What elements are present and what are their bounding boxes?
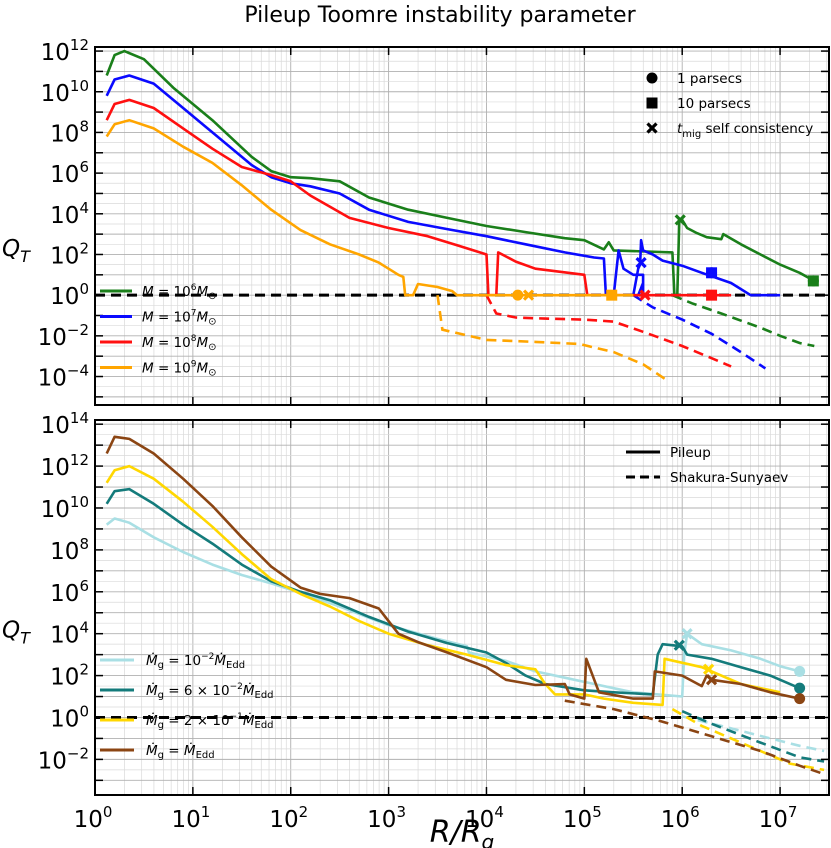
legend-label-circle: 1 parsecs bbox=[677, 71, 742, 87]
legend-label-teal: Ṁg = 6 × 10−2ṀEdd bbox=[146, 681, 274, 701]
legend-label-brown: Ṁg = ṀEdd bbox=[146, 741, 215, 761]
y-tick-label: 10−2 bbox=[38, 744, 89, 774]
series-ss-line-3 bbox=[564, 699, 825, 776]
legend-marker-circle bbox=[646, 72, 658, 84]
series-ss-line-2 bbox=[485, 294, 732, 368]
y-axis-label: QT bbox=[2, 236, 31, 266]
series-pileup-line-2 bbox=[105, 464, 781, 707]
legend-label-blue: M = 107M⊙ bbox=[142, 309, 217, 328]
series-ss-line-0 bbox=[671, 293, 815, 348]
x-tick-label: 106 bbox=[661, 803, 700, 833]
legend-marker-x bbox=[646, 122, 658, 134]
marker-x-0-0 bbox=[674, 214, 686, 226]
marker-square-2-1 bbox=[706, 289, 718, 301]
bottom-panel: 10−2 100 102 104 106 108 1010 1012 1014 QT 100 101 1… bbox=[2, 409, 830, 848]
y-tick-label: 100 bbox=[50, 280, 89, 310]
marker-x-2-0 bbox=[702, 663, 715, 675]
series-pileup-line-2 bbox=[105, 98, 732, 297]
legend-label-orange: M = 109M⊙ bbox=[142, 360, 217, 379]
legend-label-x: tmig self consistency bbox=[677, 121, 813, 140]
legend-label-yellow: Ṁg = 2 × 10−1ṀEdd bbox=[146, 711, 274, 731]
legend-label-square: 10 parsecs bbox=[677, 96, 751, 112]
y-tick-label: 100 bbox=[50, 702, 89, 732]
x-tick-label: 100 bbox=[74, 803, 113, 833]
y-axis-label: QT bbox=[2, 618, 31, 648]
y-tick-label: 1012 bbox=[41, 36, 89, 66]
y-tick-label: 108 bbox=[50, 535, 89, 565]
chart-title: Pileup Toomre instability parameter bbox=[244, 3, 636, 28]
marker-circle-3-1 bbox=[794, 693, 806, 705]
marker-square-3-2 bbox=[606, 289, 618, 301]
series-pileup-line-3 bbox=[105, 435, 800, 700]
plot-area bbox=[105, 435, 825, 776]
ticks bbox=[94, 420, 829, 795]
top-panel: 10−4 10−2 100 102 104 106 108 1010 1012 QT 1 parse… bbox=[2, 36, 830, 406]
series-ss-line-0 bbox=[681, 715, 825, 753]
x-tick-label: 103 bbox=[367, 803, 406, 833]
marker-x-1-0 bbox=[635, 256, 647, 269]
y-tick-label: 108 bbox=[50, 117, 89, 147]
grid bbox=[94, 47, 829, 405]
x-tick-label: 107 bbox=[759, 803, 798, 833]
x-tick-label: 102 bbox=[269, 803, 308, 833]
y-tick-label: 106 bbox=[50, 577, 89, 607]
legend-label-lightblue: Ṁg = 10−2ṀEdd bbox=[146, 651, 245, 671]
marker-x-1-0 bbox=[673, 639, 685, 651]
x-tick-label: 104 bbox=[465, 803, 504, 833]
y-tick-label: 1012 bbox=[41, 451, 89, 481]
y-tick-label: 104 bbox=[50, 199, 89, 229]
grid bbox=[94, 420, 829, 795]
legend-label-solid: Pileup bbox=[670, 445, 711, 461]
legend-label-green: M = 106M⊙ bbox=[142, 283, 217, 302]
series-ss-line-2 bbox=[671, 707, 825, 772]
x-tick-label: 101 bbox=[171, 803, 210, 833]
marker-circle-3-0 bbox=[512, 289, 524, 301]
series-pileup-line-0 bbox=[105, 49, 815, 297]
y-tick-label: 10−2 bbox=[38, 321, 89, 351]
series-pileup-line-1 bbox=[105, 487, 801, 696]
y-tick-label: 106 bbox=[50, 158, 89, 188]
y-tick-label: 1010 bbox=[41, 77, 89, 107]
marker-x-0-0 bbox=[681, 628, 693, 640]
y-tick-label: 104 bbox=[50, 619, 89, 649]
marker-circle-0-1 bbox=[794, 665, 806, 677]
y-tick-label: 10−4 bbox=[38, 362, 89, 392]
series-ss-line-3 bbox=[436, 295, 669, 382]
legend-label-dashed: Shakura-Sunyaev bbox=[670, 470, 788, 486]
y-tick-label: 1014 bbox=[41, 409, 89, 439]
series-pileup-line-0 bbox=[105, 517, 800, 698]
axes-frame bbox=[94, 419, 830, 796]
y-tick-label: 1010 bbox=[41, 493, 89, 523]
plot-area bbox=[105, 49, 819, 382]
y-tick-label: 102 bbox=[50, 239, 89, 269]
x-tick-label: 105 bbox=[563, 803, 602, 833]
marker-x-3-0 bbox=[705, 674, 718, 686]
marker-square-0-2 bbox=[807, 275, 819, 287]
legend-marker-square bbox=[646, 97, 658, 109]
marker-x-2-0 bbox=[639, 289, 651, 301]
marker-circle-1-1 bbox=[794, 682, 806, 694]
axes-frame bbox=[94, 46, 830, 406]
marker-x-3-1 bbox=[522, 289, 535, 301]
ticks bbox=[94, 47, 829, 405]
marker-square-1-2 bbox=[706, 267, 718, 279]
legend-label-red: M = 108M⊙ bbox=[142, 334, 217, 353]
series-ss-line-1 bbox=[632, 294, 767, 370]
y-tick-label: 102 bbox=[50, 661, 89, 691]
series-ss-line-1 bbox=[681, 710, 825, 763]
series-pileup-line-3 bbox=[105, 118, 634, 297]
